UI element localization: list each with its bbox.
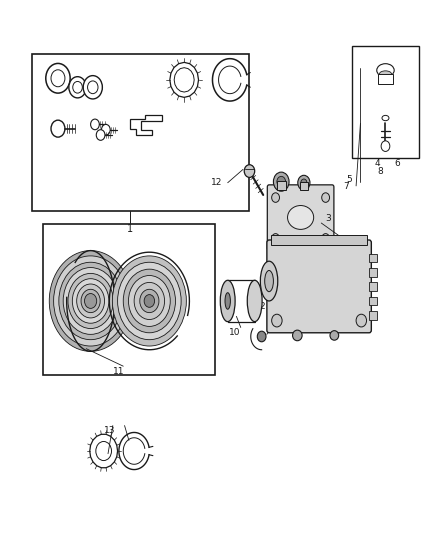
- Ellipse shape: [330, 330, 339, 340]
- Ellipse shape: [220, 280, 235, 321]
- Bar: [271, 235, 367, 245]
- Circle shape: [273, 172, 289, 191]
- Ellipse shape: [293, 330, 302, 341]
- Circle shape: [272, 314, 282, 327]
- Text: 3: 3: [325, 214, 331, 223]
- Circle shape: [322, 193, 329, 203]
- Bar: [369, 254, 377, 262]
- Bar: [369, 311, 377, 319]
- Text: 6: 6: [395, 159, 400, 167]
- Circle shape: [272, 233, 279, 243]
- Circle shape: [81, 289, 100, 313]
- Ellipse shape: [288, 206, 314, 229]
- Text: 7: 7: [344, 182, 350, 191]
- FancyBboxPatch shape: [267, 240, 371, 333]
- Circle shape: [53, 256, 127, 346]
- Circle shape: [257, 331, 266, 342]
- Circle shape: [68, 273, 113, 328]
- Bar: [43, 224, 215, 375]
- Text: 9: 9: [273, 315, 279, 324]
- Circle shape: [73, 82, 82, 93]
- Circle shape: [140, 289, 159, 313]
- Bar: [300, 182, 308, 190]
- Bar: [277, 181, 286, 190]
- Circle shape: [51, 70, 65, 87]
- Bar: [369, 282, 377, 291]
- Text: 5: 5: [347, 174, 353, 183]
- Ellipse shape: [382, 115, 389, 120]
- Circle shape: [59, 262, 122, 340]
- Text: 13: 13: [103, 426, 115, 435]
- Circle shape: [102, 124, 110, 135]
- Circle shape: [322, 233, 329, 243]
- Circle shape: [113, 256, 186, 346]
- Circle shape: [381, 141, 390, 151]
- Circle shape: [117, 262, 181, 340]
- Text: 10: 10: [229, 328, 240, 337]
- Bar: [352, 46, 419, 158]
- Ellipse shape: [247, 280, 262, 321]
- Circle shape: [244, 165, 254, 177]
- Circle shape: [83, 76, 102, 99]
- FancyBboxPatch shape: [267, 185, 334, 250]
- Circle shape: [46, 63, 70, 93]
- Ellipse shape: [225, 293, 230, 309]
- Text: 4: 4: [375, 159, 381, 167]
- Circle shape: [356, 314, 367, 327]
- Bar: [369, 268, 377, 277]
- Ellipse shape: [379, 71, 392, 77]
- Text: 12: 12: [211, 178, 223, 187]
- Circle shape: [96, 441, 112, 461]
- Circle shape: [51, 120, 65, 137]
- Circle shape: [91, 119, 99, 130]
- Text: 1: 1: [127, 224, 133, 235]
- Circle shape: [69, 77, 86, 98]
- Ellipse shape: [377, 63, 394, 77]
- Circle shape: [72, 279, 109, 323]
- Circle shape: [298, 175, 310, 190]
- Circle shape: [134, 282, 165, 319]
- Bar: [378, 74, 393, 84]
- Text: 8: 8: [377, 166, 383, 175]
- Circle shape: [277, 176, 286, 187]
- Circle shape: [85, 294, 97, 309]
- Ellipse shape: [265, 270, 273, 292]
- Bar: [369, 297, 377, 305]
- Ellipse shape: [260, 261, 278, 301]
- Circle shape: [123, 269, 176, 333]
- Circle shape: [272, 193, 279, 203]
- Circle shape: [63, 268, 118, 334]
- Circle shape: [88, 81, 98, 94]
- Circle shape: [96, 130, 105, 140]
- Text: 2: 2: [260, 302, 265, 311]
- Text: 11: 11: [113, 367, 125, 376]
- Circle shape: [301, 179, 307, 187]
- Circle shape: [49, 251, 132, 351]
- Circle shape: [128, 276, 170, 326]
- Circle shape: [77, 284, 105, 318]
- Circle shape: [144, 295, 155, 308]
- Bar: [32, 54, 250, 211]
